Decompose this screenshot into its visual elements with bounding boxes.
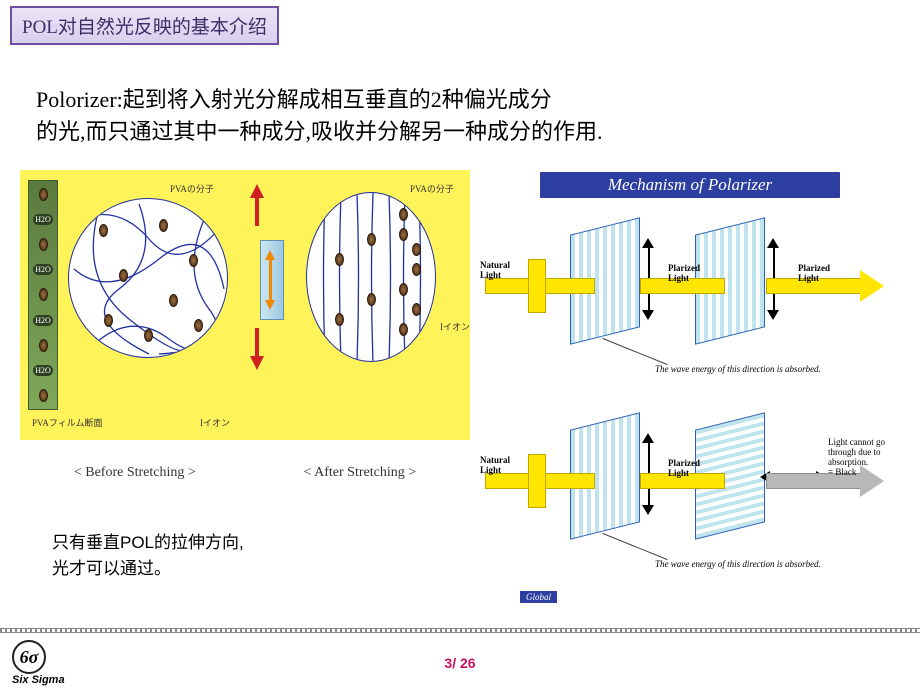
logo-text: Six Sigma [12, 674, 65, 686]
block-note: Light cannot go through due to absorptio… [828, 438, 910, 478]
after-stretch-circle [306, 192, 436, 362]
ion-label: Iイオン [200, 416, 230, 429]
pva-molecule-label: PVAの分子 [170, 182, 214, 195]
h2o-label: H2O [33, 264, 53, 275]
absorb-note-2: The wave energy of this direction is abs… [655, 559, 821, 569]
before-stretch-circle [68, 198, 228, 358]
natural-light-label-2: Natural Light [480, 456, 510, 476]
natural-light-vertical [528, 259, 546, 313]
absorb-note-1: The wave energy of this direction is abs… [655, 364, 821, 374]
output-arrow-head-icon [860, 270, 884, 302]
ion-label-2: Iイオン [440, 320, 470, 333]
stretching-diagram: H2O H2O H2O H2O PVAフィルム断面 PVAの分子 Iイオン [20, 170, 470, 440]
natural-light-label: Natural Light [480, 261, 510, 281]
caption-row: < Before Stretching > < After Stretching… [20, 465, 470, 481]
polarized-light-label-3: Plarized Light [668, 459, 700, 479]
aligned-polymer-icon [307, 193, 436, 362]
global-tag: Global [520, 591, 557, 603]
inner-double-arrow-icon [265, 250, 275, 310]
mechanism-title: Mechanism of Polarizer [540, 172, 840, 198]
stretch-arrow-down [250, 328, 264, 370]
block-note-line1: Light cannot go through due to absorptio… [828, 437, 885, 467]
description-text: Polorizer:起到将入射光分解成相互垂直的2种偏光成分 的光,而只通过其中… [36, 84, 603, 148]
h2o-label: H2O [33, 365, 53, 376]
pva-film-strip: H2O H2O H2O H2O [28, 180, 58, 410]
h2o-label: H2O [33, 214, 53, 225]
footer-divider [0, 628, 920, 633]
pointer-line [602, 338, 667, 365]
pva-molecule-label-2: PVAの分子 [410, 182, 454, 195]
description-line2: 的光,而只通过其中一种成分,吸收并分解另一种成分的作用. [36, 119, 603, 144]
natural-light-vertical-2 [528, 454, 546, 508]
stretch-direction-panel [242, 170, 284, 440]
before-caption: < Before Stretching > [74, 465, 196, 481]
pva-section-label: PVAフィルム断面 [32, 416, 103, 429]
polarized-light-label: Plarized Light [668, 264, 700, 284]
after-caption: < After Stretching > [304, 465, 417, 481]
mechanism-diagram: Natural Light Plarized Light Plarized Li… [480, 206, 910, 616]
note-line1: 只有垂直POL的拉伸方向, [52, 533, 244, 552]
note-text: 只有垂直POL的拉伸方向, 光才可以通过。 [52, 530, 244, 581]
slide-title-box: POL对自然光反映的基本介绍 [10, 6, 279, 45]
slide-title: POL对自然光反映的基本介绍 [22, 17, 267, 38]
pointer-line-2 [602, 533, 667, 560]
polarized-light-label-2: Plarized Light [798, 264, 830, 284]
h2o-label: H2O [33, 315, 53, 326]
page-number: 3/ 26 [0, 655, 920, 671]
description-line1: Polorizer:起到将入射光分解成相互垂直的2种偏光成分 [36, 87, 552, 112]
block-note-line2: = Black [828, 467, 856, 477]
note-line2: 光才可以通过。 [52, 559, 171, 578]
stretch-arrow-up [250, 184, 264, 226]
